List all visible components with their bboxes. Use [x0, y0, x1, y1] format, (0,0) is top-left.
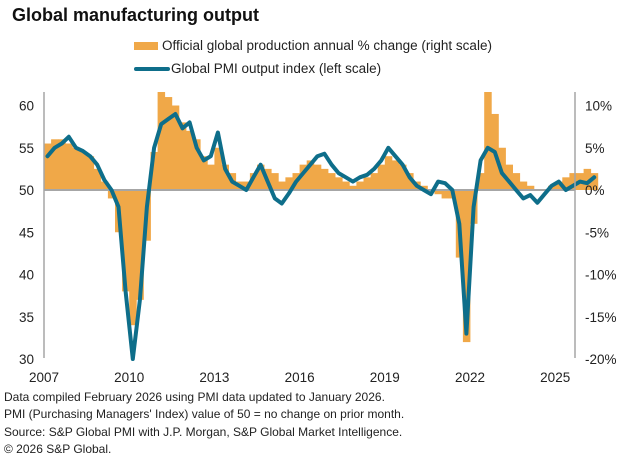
production-bar [93, 168, 102, 190]
production-bar [399, 164, 407, 190]
production-bar [370, 173, 379, 190]
production-bar [477, 173, 485, 190]
left-tick-label: 55 [19, 141, 34, 156]
production-bar [512, 173, 521, 190]
production-bar [462, 190, 471, 343]
note-line: Source: S&P Global PMI with J.P. Morgan,… [4, 424, 403, 439]
production-bar [384, 156, 393, 190]
left-tick-label: 40 [19, 268, 34, 283]
production-bar [72, 147, 80, 190]
production-bar [328, 173, 336, 190]
note-line: Data compiled February 2026 using PMI da… [4, 390, 385, 404]
left-tick-label: 50 [19, 183, 34, 198]
production-bar [555, 181, 563, 190]
production-bars [44, 92, 599, 343]
production-bar [434, 190, 442, 195]
production-bar [583, 168, 592, 190]
legend-item-pmi: Global PMI output index (left scale) [134, 61, 381, 76]
note-line: PMI (Purchasing Managers' Index) value o… [4, 407, 405, 422]
production-bar [178, 122, 187, 190]
legend-item-production: Official global production annual % chan… [134, 38, 492, 53]
right-tick-label: -5% [585, 225, 609, 240]
left-tick-label: 45 [19, 225, 34, 240]
production-bar [221, 164, 229, 190]
production-bar [285, 177, 293, 190]
legend-label-production: Official global production annual % chan… [162, 38, 492, 53]
x-tick-label: 2025 [540, 370, 570, 385]
production-bar [526, 185, 535, 190]
right-tick-label: 0% [585, 183, 605, 198]
legend-swatch-bar [134, 41, 158, 50]
x-tick-label: 2022 [455, 370, 485, 385]
production-bar [569, 173, 577, 190]
left-tick-label: 60 [19, 99, 34, 114]
chart-plot: 30 35 40 45 50 55 60 -20% -15% -10% -5% 0% 5% 10% 20… [19, 92, 617, 385]
x-tick-label: 2010 [114, 370, 144, 385]
production-bar [313, 164, 322, 190]
production-bar [406, 173, 414, 190]
production-bar [249, 173, 258, 190]
production-bar [519, 181, 528, 190]
legend-label-pmi: Global PMI output index (left scale) [171, 61, 382, 76]
x-axis-ticks: 2007 2010 2013 2016 2019 2022 2025 [29, 370, 570, 385]
production-bar [257, 164, 265, 190]
production-bar [320, 168, 329, 190]
chart-notes: Data compiled February 2026 using PMI da… [4, 389, 404, 458]
production-bar [335, 177, 343, 190]
x-tick-label: 2019 [370, 370, 400, 385]
right-axis-ticks: -20% -15% -10% -5% 0% 5% 10% [585, 99, 617, 368]
production-bar [377, 164, 386, 190]
production-bar [356, 181, 364, 190]
left-tick-label: 35 [19, 310, 34, 325]
right-tick-label: -10% [585, 268, 617, 283]
production-bar [306, 160, 315, 190]
production-bar [484, 92, 492, 190]
left-tick-label: 30 [19, 352, 34, 367]
production-bar [349, 185, 357, 190]
production-bar [122, 190, 130, 292]
production-bar [271, 173, 279, 190]
legend-swatch-line [134, 66, 170, 71]
production-bar [129, 190, 137, 326]
production-bar [391, 160, 400, 190]
production-bar [171, 105, 180, 190]
production-bar [207, 164, 215, 190]
production-bar [214, 147, 222, 190]
chart-title: Global manufacturing output [12, 5, 259, 25]
production-bar [505, 164, 513, 190]
x-tick-label: 2016 [285, 370, 315, 385]
production-bar [44, 143, 52, 190]
production-bar [150, 151, 158, 190]
production-bar [79, 151, 87, 190]
right-tick-label: 10% [585, 99, 612, 114]
x-tick-label: 2013 [199, 370, 229, 385]
production-bar [590, 173, 599, 190]
production-bar [136, 190, 144, 300]
production-bar [299, 164, 308, 190]
production-bar [58, 139, 66, 190]
left-axis-ticks: 30 35 40 45 50 55 60 [19, 99, 34, 368]
right-tick-label: -20% [585, 352, 617, 367]
note-line: © 2026 S&P Global. [4, 441, 112, 456]
pmi-line [45, 112, 597, 361]
production-bar [86, 156, 95, 190]
production-bar [65, 143, 73, 190]
production-bar [342, 181, 350, 190]
production-bar [51, 139, 59, 190]
production-bar [186, 130, 194, 190]
production-bar [200, 156, 208, 190]
production-bar [441, 190, 450, 199]
production-bar [278, 181, 286, 190]
production-bar [100, 181, 109, 190]
production-bar [164, 97, 173, 190]
right-tick-label: 5% [585, 141, 605, 156]
x-tick-label: 2007 [29, 370, 59, 385]
production-bar [562, 177, 570, 190]
production-bar [363, 177, 371, 190]
right-tick-label: -15% [585, 310, 617, 325]
production-bar [193, 139, 201, 190]
production-bar [157, 92, 166, 190]
